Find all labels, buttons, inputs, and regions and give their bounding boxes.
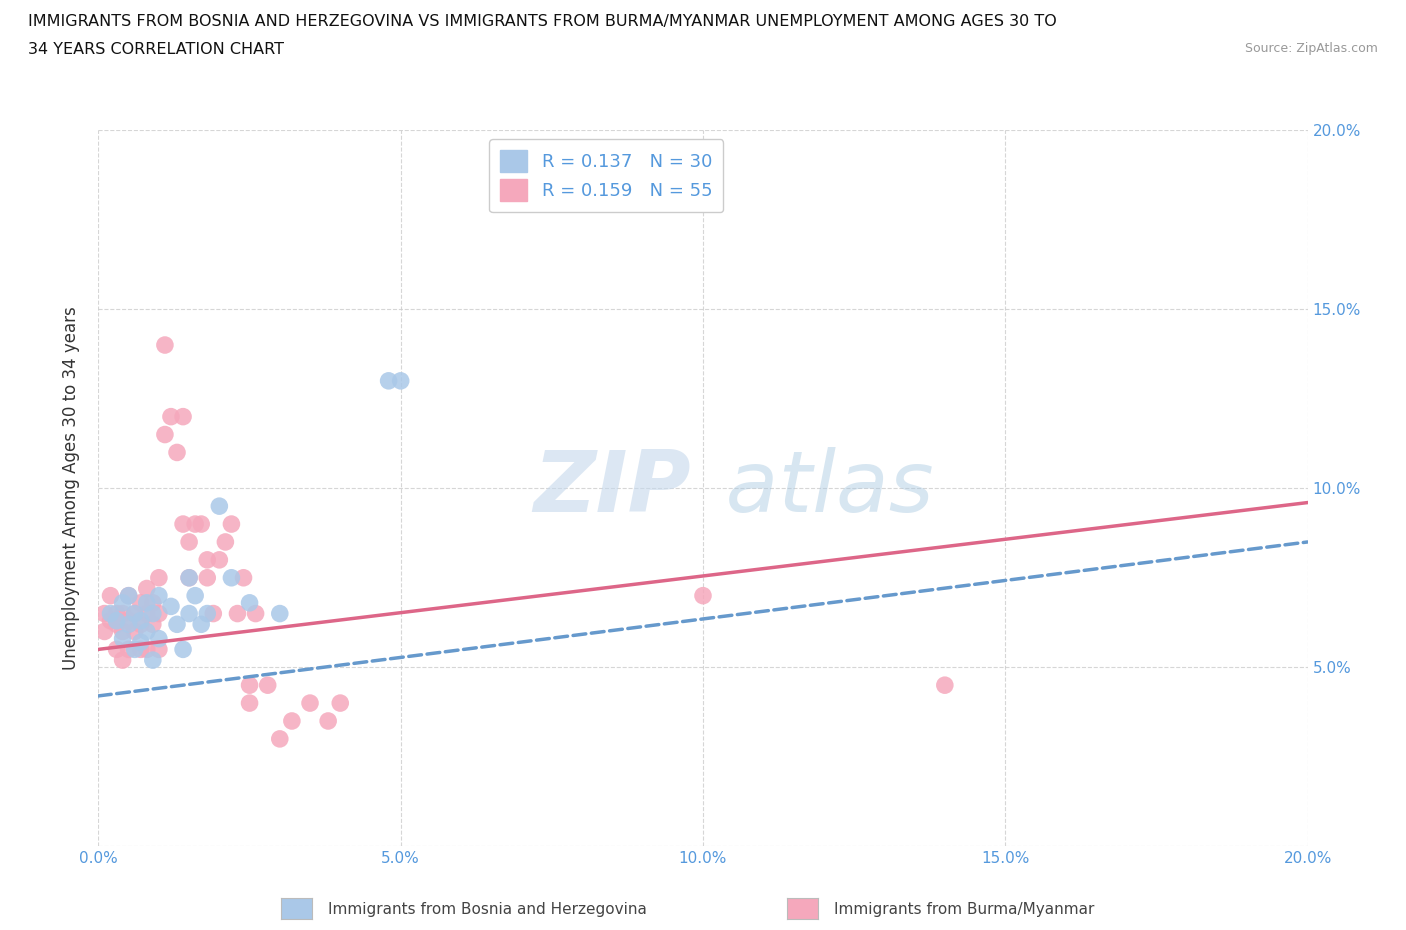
Point [142,595,165,610]
Point [148,642,170,657]
Point [190,517,212,532]
Point [202,606,225,621]
Point [124,606,146,621]
Text: IMMIGRANTS FROM BOSNIA AND HERZEGOVINA VS IMMIGRANTS FROM BURMA/MYANMAR UNEMPLOY: IMMIGRANTS FROM BOSNIA AND HERZEGOVINA V… [28,14,1057,29]
Point [153,427,176,442]
Legend: R = 0.137   N = 30, R = 0.159   N = 55: R = 0.137 N = 30, R = 0.159 N = 55 [489,140,723,212]
Point [93,624,115,639]
Point [118,617,141,631]
Point [118,613,141,628]
Point [129,642,152,657]
Point [389,374,412,389]
Point [172,409,194,424]
Text: atlas: atlas [534,446,934,530]
Point [179,606,201,621]
Point [124,642,146,657]
Point [129,617,152,631]
Point [111,631,134,646]
Point [934,678,956,693]
Text: Immigrants from Burma/Myanmar: Immigrants from Burma/Myanmar [834,902,1094,917]
Point [160,409,183,424]
Point [184,589,207,604]
Point [166,617,188,631]
Point [208,498,231,513]
Y-axis label: Unemployment Among Ages 30 to 34 years: Unemployment Among Ages 30 to 34 years [62,306,80,671]
Point [148,589,170,604]
Point [105,613,128,628]
Text: 34 YEARS CORRELATION CHART: 34 YEARS CORRELATION CHART [28,42,284,57]
Point [105,606,128,621]
Point [377,374,399,389]
Point [124,606,146,621]
Point [692,589,714,604]
Point [299,696,322,711]
Text: Source: ZipAtlas.com: Source: ZipAtlas.com [1244,42,1378,55]
Point [129,613,152,628]
Point [129,635,152,650]
Point [160,599,183,614]
Point [111,606,134,621]
Point [195,552,218,567]
Point [148,570,170,585]
Point [105,642,128,657]
Point [118,589,141,604]
Point [269,732,291,747]
Point [135,606,157,621]
Point [179,570,201,585]
Point [179,535,201,550]
Point [148,631,170,646]
Point [166,445,188,460]
Point [256,678,278,693]
Point [195,606,218,621]
Point [281,713,304,728]
Point [148,606,170,621]
Point [245,606,267,621]
Point [100,606,122,621]
Point [329,696,352,711]
Point [135,595,157,610]
Point [239,696,262,711]
Point [111,653,134,668]
Point [93,606,115,621]
Point [111,624,134,639]
Point [221,517,243,532]
Point [118,642,141,657]
Point [135,624,157,639]
Point [153,338,176,352]
Text: ZIP: ZIP [534,446,692,530]
Point [124,624,146,639]
Point [100,589,122,604]
Text: Immigrants from Bosnia and Herzegovina: Immigrants from Bosnia and Herzegovina [328,902,647,917]
Point [142,653,165,668]
Point [118,589,141,604]
Point [221,570,243,585]
Point [142,606,165,621]
Point [172,642,194,657]
Point [195,570,218,585]
Point [239,678,262,693]
Point [214,535,236,550]
Point [135,642,157,657]
Point [190,617,212,631]
Point [142,617,165,631]
Point [100,613,122,628]
Point [208,552,231,567]
Point [316,713,339,728]
Point [105,617,128,631]
Point [269,606,291,621]
Point [184,517,207,532]
Point [135,581,157,596]
Point [129,595,152,610]
Point [111,595,134,610]
Point [232,570,254,585]
Point [179,570,201,585]
Point [226,606,249,621]
Point [239,595,262,610]
Point [172,517,194,532]
